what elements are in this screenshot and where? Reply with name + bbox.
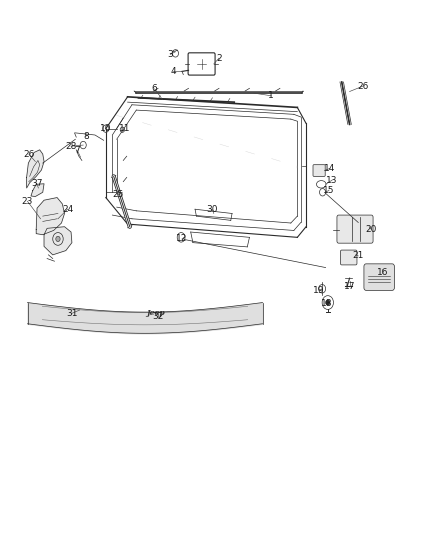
Text: 18: 18 xyxy=(321,299,333,308)
Polygon shape xyxy=(27,150,44,188)
Text: 3: 3 xyxy=(167,50,173,59)
Text: 37: 37 xyxy=(31,179,42,188)
Text: 4: 4 xyxy=(170,67,176,76)
Polygon shape xyxy=(36,198,64,235)
Text: 30: 30 xyxy=(207,205,218,214)
Text: 8: 8 xyxy=(83,132,89,141)
FancyBboxPatch shape xyxy=(337,215,373,243)
Text: 2: 2 xyxy=(216,54,222,62)
Text: 1: 1 xyxy=(268,91,274,100)
Text: 16: 16 xyxy=(376,268,388,277)
FancyBboxPatch shape xyxy=(364,264,394,290)
Text: Jeep: Jeep xyxy=(147,309,165,317)
Text: 13: 13 xyxy=(326,175,338,184)
Text: 6: 6 xyxy=(152,84,158,93)
Text: 25: 25 xyxy=(112,190,123,199)
Polygon shape xyxy=(31,184,44,197)
Text: 17: 17 xyxy=(344,281,355,290)
Text: 24: 24 xyxy=(62,205,73,214)
Text: 32: 32 xyxy=(152,312,164,321)
Text: 31: 31 xyxy=(67,309,78,318)
Text: 23: 23 xyxy=(22,197,33,206)
Text: 28: 28 xyxy=(65,142,77,151)
Text: 11: 11 xyxy=(119,124,131,133)
FancyBboxPatch shape xyxy=(340,250,357,265)
Text: 14: 14 xyxy=(324,164,336,173)
Text: 20: 20 xyxy=(366,225,377,234)
Text: 26: 26 xyxy=(23,150,35,159)
Circle shape xyxy=(56,236,60,241)
Circle shape xyxy=(325,300,330,305)
Text: 7: 7 xyxy=(74,147,81,156)
Text: 26: 26 xyxy=(357,82,368,91)
Text: 21: 21 xyxy=(353,252,364,261)
Text: 12: 12 xyxy=(177,235,188,244)
Text: 19: 19 xyxy=(313,286,325,295)
Text: 10: 10 xyxy=(100,124,112,133)
FancyBboxPatch shape xyxy=(313,165,325,176)
Polygon shape xyxy=(44,227,72,255)
Text: 15: 15 xyxy=(323,185,335,195)
